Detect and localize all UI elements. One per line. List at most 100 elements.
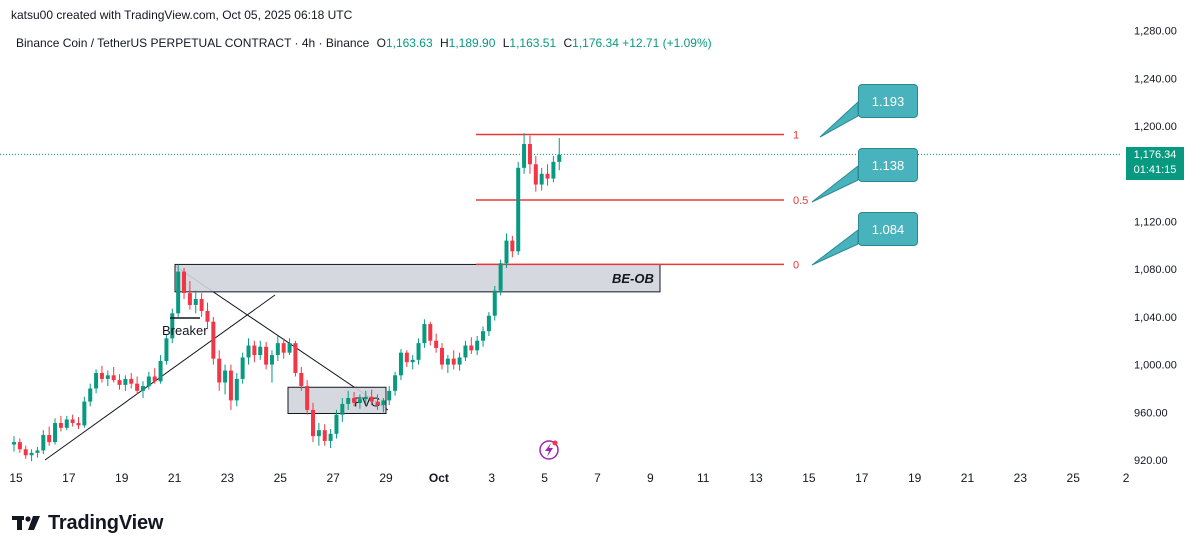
candle[interactable] [352, 392, 357, 407]
candle[interactable] [23, 445, 28, 459]
candle[interactable] [275, 335, 280, 362]
candle[interactable] [387, 386, 392, 406]
candle[interactable] [205, 302, 210, 329]
candle[interactable] [457, 352, 462, 371]
candle[interactable] [463, 340, 468, 362]
candle[interactable] [305, 380, 310, 415]
candle[interactable] [445, 355, 450, 373]
candle[interactable] [346, 390, 351, 410]
candle[interactable] [211, 316, 216, 365]
candle[interactable] [234, 372, 239, 407]
candle[interactable] [264, 341, 269, 370]
candle[interactable] [469, 337, 474, 354]
candle[interactable] [152, 368, 157, 384]
candle[interactable] [539, 167, 544, 191]
candle[interactable] [252, 340, 257, 363]
candle[interactable] [117, 374, 122, 390]
candle[interactable] [334, 409, 339, 439]
candle[interactable] [53, 418, 58, 445]
candle[interactable] [129, 372, 134, 389]
candle[interactable] [475, 335, 480, 356]
candle[interactable] [35, 446, 40, 458]
callout-1138[interactable]: 1.138 [858, 148, 918, 182]
candle[interactable] [123, 375, 128, 391]
candle[interactable] [340, 397, 345, 422]
candle[interactable] [316, 423, 321, 446]
candle[interactable] [557, 138, 562, 171]
candle[interactable] [193, 290, 198, 314]
candle[interactable] [551, 155, 556, 183]
candle[interactable] [398, 349, 403, 381]
candle[interactable] [404, 350, 409, 367]
candle[interactable] [527, 135, 532, 174]
candle[interactable] [105, 370, 110, 387]
candle[interactable] [434, 333, 439, 353]
candle[interactable] [164, 334, 169, 365]
candle[interactable] [498, 259, 503, 296]
candle[interactable] [187, 281, 192, 310]
candle[interactable] [223, 364, 228, 395]
candle[interactable] [311, 402, 316, 443]
lightning-icon[interactable] [539, 440, 559, 460]
candle[interactable] [240, 352, 245, 384]
candle[interactable] [293, 340, 298, 377]
candle[interactable] [492, 285, 497, 321]
candle[interactable] [29, 449, 34, 462]
candle[interactable] [58, 415, 63, 432]
candle[interactable] [176, 264, 181, 317]
candle[interactable] [140, 381, 145, 398]
candle[interactable] [111, 366, 116, 383]
candle[interactable] [504, 233, 509, 269]
candle[interactable] [88, 383, 93, 407]
candle[interactable] [12, 436, 16, 452]
candle[interactable] [258, 340, 263, 360]
zone-be-ob[interactable] [174, 263, 661, 293]
candle[interactable] [269, 350, 274, 383]
footer-brand[interactable]: TradingView [12, 509, 163, 537]
candle[interactable] [381, 397, 386, 413]
candle[interactable] [158, 355, 163, 384]
candle[interactable] [522, 133, 527, 174]
candle[interactable] [428, 321, 433, 346]
candle[interactable] [217, 350, 222, 391]
candle[interactable] [182, 268, 187, 300]
candle[interactable] [135, 376, 140, 395]
candle[interactable] [199, 293, 204, 317]
candle[interactable] [99, 365, 104, 383]
candle[interactable] [369, 389, 374, 406]
candle[interactable] [328, 428, 333, 449]
candle[interactable] [82, 396, 87, 428]
candle[interactable] [416, 338, 421, 365]
candle[interactable] [516, 161, 521, 255]
candle[interactable] [70, 414, 75, 427]
candle[interactable] [393, 371, 398, 396]
candle[interactable] [510, 235, 515, 258]
candle[interactable] [357, 394, 362, 409]
candle[interactable] [170, 308, 175, 344]
candle[interactable] [410, 355, 415, 370]
candle[interactable] [287, 338, 292, 356]
symbol-name[interactable]: Binance Coin / TetherUS PERPETUAL CONTRA… [16, 36, 370, 50]
callout-1084[interactable]: 1.084 [858, 212, 918, 246]
candle[interactable] [228, 364, 233, 410]
candle[interactable] [545, 164, 550, 186]
candle[interactable] [375, 394, 380, 410]
candle[interactable] [47, 426, 52, 446]
candle[interactable] [64, 415, 69, 431]
candle[interactable] [246, 338, 251, 365]
callout-1193[interactable]: 1.193 [858, 84, 918, 118]
candle[interactable] [146, 371, 151, 390]
candle[interactable] [41, 430, 46, 455]
candle[interactable] [17, 438, 22, 453]
candle[interactable] [486, 312, 491, 336]
candle[interactable] [451, 350, 456, 370]
candle[interactable] [481, 326, 486, 347]
candle[interactable] [422, 319, 427, 348]
candle[interactable] [363, 390, 368, 404]
candle[interactable] [299, 366, 304, 391]
candle[interactable] [281, 338, 286, 359]
candle[interactable] [94, 369, 99, 394]
candle[interactable] [439, 343, 444, 370]
candle[interactable] [533, 155, 538, 192]
